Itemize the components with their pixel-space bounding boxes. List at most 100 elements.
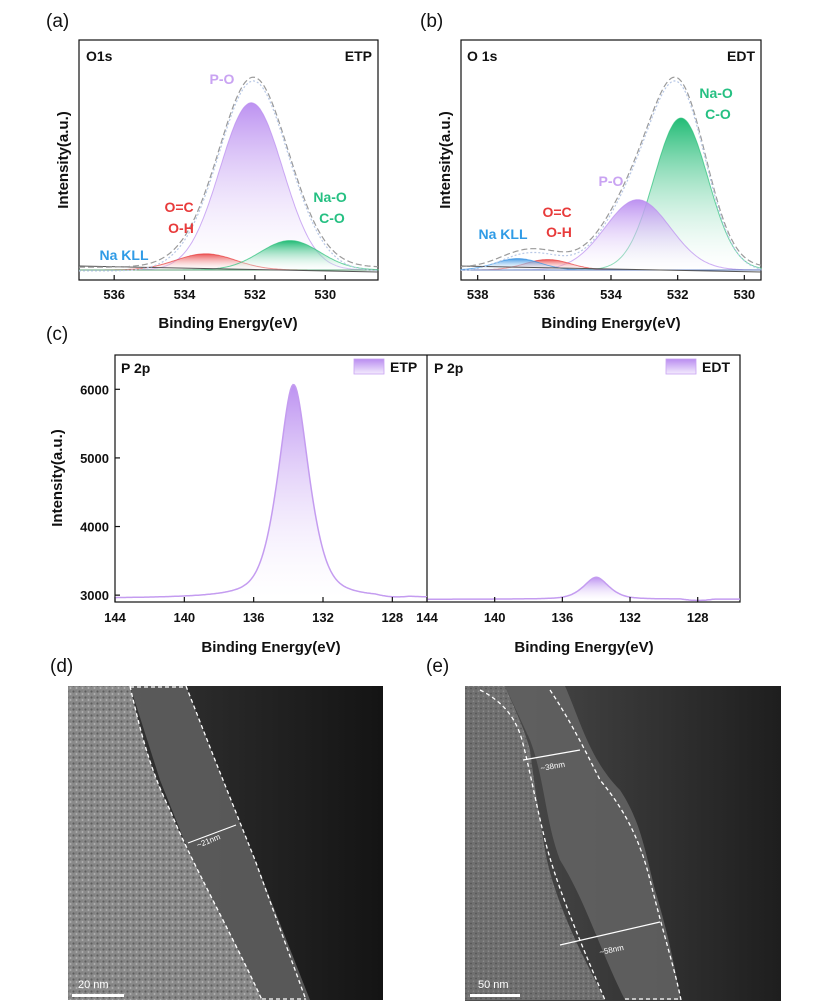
peak-label-oc-b-line2: O-H — [546, 224, 572, 240]
peak-label-nao-a-line1: Na-O — [313, 189, 347, 205]
y-tick-label-c-0: 3000 — [80, 588, 109, 603]
envelope-b — [460, 76, 762, 268]
peak-fills-b — [460, 76, 762, 273]
peak-a-2 — [79, 240, 379, 271]
peak-a-0 — [79, 102, 379, 271]
x-tick-label-c-0-2: 136 — [243, 610, 265, 625]
tem-e-thickness-arrow-bottom — [559, 921, 661, 946]
legend-swatch-edt — [665, 358, 697, 375]
x-tick-label-c-0-0: 144 — [104, 610, 126, 625]
legend-label-etp: ETP — [390, 359, 417, 375]
spectrum-line-c-0 — [115, 383, 427, 599]
peak-label-po-a: P-O — [210, 71, 235, 87]
peak-fills-a — [78, 76, 379, 273]
tem-d-scale-label: 20 nm — [78, 979, 109, 991]
tem-e-scale-bar — [470, 994, 520, 997]
peak-label-nakll-a: Na KLL — [100, 247, 149, 263]
panel-letter-e: (e) — [426, 656, 449, 677]
x-tick-label-c-1-3: 132 — [619, 610, 641, 625]
x-tick-label-a-1: 534 — [174, 287, 196, 302]
panel-letter-c: (c) — [46, 324, 68, 345]
tem-e-outer-boundary — [549, 689, 682, 1001]
sample-tag-b: EDT — [727, 48, 755, 64]
tem-e-sei-layer — [505, 686, 681, 1000]
fitted-curve-b — [460, 80, 762, 271]
legend-swatch-etp — [353, 358, 385, 375]
tem-image-d: ~21nm 20 nm — [68, 685, 383, 1001]
x-tick-label-a-2: 532 — [244, 287, 266, 302]
x-tick-label-c-0-3: 132 — [312, 610, 334, 625]
peak-label-nao-a: Na-O C-O — [313, 189, 350, 226]
fitted-curve-a — [79, 80, 379, 272]
x-tick-label-c-1-4: 128 — [687, 610, 709, 625]
peak-label-oc-b-line1: O=C — [542, 204, 571, 220]
peak-label-oc-b: O=C O-H — [542, 204, 575, 240]
x-tick-label-c-1-2: 136 — [551, 610, 573, 625]
tem-d-inner-boundary — [129, 685, 263, 1001]
tem-d-thickness-arrow — [187, 824, 237, 844]
x-axis-label-c-right: Binding Energy(eV) — [514, 639, 653, 656]
spectrum-line-c-1 — [427, 576, 740, 602]
x-tick-label-c-1-0: 144 — [416, 610, 438, 625]
tem-d-outer-boundary — [185, 685, 307, 1001]
background-line-b — [460, 265, 762, 273]
chart-c: 144 140 136 132 128 144 140 136 132 128 3000 4000 50… — [49, 354, 741, 656]
x-tick-label-b-2: 534 — [600, 287, 622, 302]
peak-area-c-1 — [427, 577, 740, 601]
x-tick-label-a-0: 536 — [103, 287, 125, 302]
x-tick-label-c-0-1: 140 — [173, 610, 195, 625]
x-tick-label-a-3: 530 — [314, 287, 336, 302]
peak-label-nao-b: Na-O C-O — [699, 85, 736, 122]
x-tick-label-b-1: 536 — [533, 287, 555, 302]
x-tick-label-b-0: 538 — [467, 287, 489, 302]
spectrum-title-b: O 1s — [467, 48, 498, 64]
y-tick-label-c-3: 6000 — [80, 382, 109, 397]
axis-ticks-c: 144 140 136 132 128 144 140 136 132 128 3000 4000 50… — [80, 382, 708, 625]
peak-label-oc-a-line1: O=C — [164, 199, 193, 215]
y-tick-label-c-2: 5000 — [80, 451, 109, 466]
x-axis-label-b: Binding Energy(eV) — [541, 315, 680, 332]
x-tick-label-b-3: 532 — [667, 287, 689, 302]
x-tick-label-c-1-1: 140 — [484, 610, 506, 625]
y-tick-label-c-1: 4000 — [80, 520, 109, 535]
peak-label-nakll-b: Na KLL — [479, 226, 528, 242]
tem-e-scale-label: 50 nm — [478, 979, 509, 991]
peak-fills-c — [115, 383, 740, 602]
peak-area-c-0 — [115, 384, 427, 599]
y-axis-label-c: Intensity(a.u.) — [49, 429, 66, 527]
tem-e-thickness-arrow-top — [522, 749, 581, 761]
peak-label-oc-a: O=C O-H — [164, 199, 197, 236]
x-tick-label-b-4: 530 — [733, 287, 755, 302]
tem-image-e: ~38nm ~58nm 50 nm — [465, 686, 781, 1001]
tem-e-inner-boundary — [479, 689, 606, 1001]
spectrum-title-a: O1s — [86, 48, 113, 64]
panel-letter-d: (d) — [50, 656, 73, 677]
tem-e-lattice-region — [465, 686, 605, 1000]
tem-e-thickness-label-top: ~38nm — [540, 760, 566, 773]
tem-d-scale-bar — [72, 994, 124, 997]
spectrum-title-c-left: P 2p — [121, 360, 150, 376]
tem-d-sei-layer — [130, 686, 310, 1000]
panel-letter-a: (a) — [46, 11, 69, 32]
x-axis-label-a: Binding Energy(eV) — [158, 315, 297, 332]
y-axis-label-a: Intensity(a.u.) — [55, 111, 72, 209]
peak-label-po-b: P-O — [599, 173, 624, 189]
x-tick-label-c-0-4: 128 — [381, 610, 403, 625]
sample-tag-a: ETP — [345, 48, 372, 64]
legend-label-edt: EDT — [702, 359, 730, 375]
peak-label-oc-a-line2: O-H — [168, 220, 194, 236]
x-ticks-a: 536 534 532 530 — [103, 275, 336, 302]
plot-frame-a — [78, 39, 379, 281]
chart-a: 536 534 532 530 O1s ETP Binding Energy(eV) … — [55, 39, 379, 332]
peak-label-nao-b-line1: Na-O — [699, 85, 733, 101]
x-ticks-b: 538 536 534 532 530 — [467, 275, 755, 302]
y-axis-label-b: Intensity(a.u.) — [437, 111, 454, 209]
chart-b: 538 536 534 532 530 O 1s EDT Binding Energy(… — [437, 39, 762, 332]
tem-d-lattice-region — [68, 686, 262, 1000]
peak-label-nao-b-line2: C-O — [705, 106, 731, 122]
panel-letter-b: (b) — [420, 11, 443, 32]
spectrum-title-c-right: P 2p — [434, 360, 463, 376]
peak-label-nao-a-line2: C-O — [319, 210, 345, 226]
envelope-a — [79, 76, 379, 268]
